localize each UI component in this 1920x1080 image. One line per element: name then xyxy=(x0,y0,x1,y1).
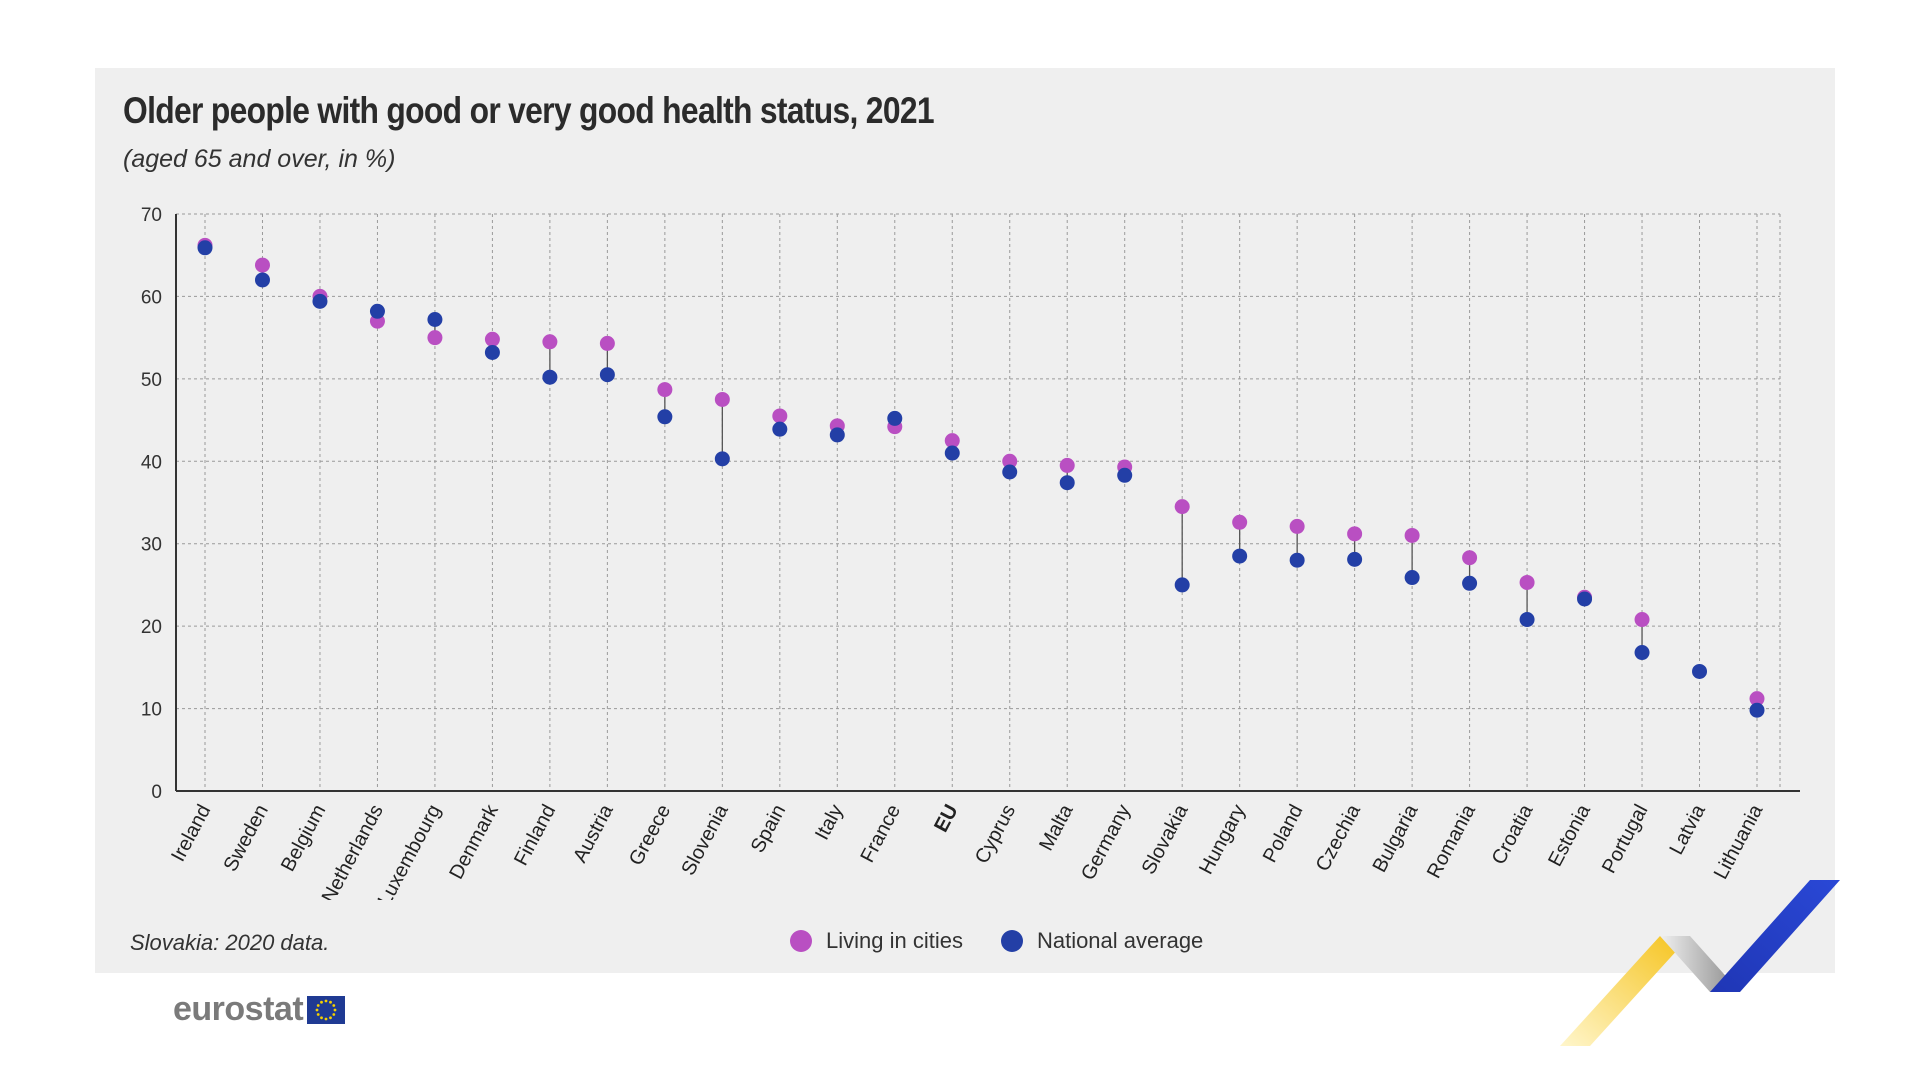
y-tick-label: 40 xyxy=(141,452,162,473)
x-category-label: Sweden xyxy=(220,801,273,875)
y-tick-label: 20 xyxy=(141,617,162,638)
point-living-in-cities xyxy=(1289,518,1305,534)
point-national-average xyxy=(1174,577,1190,593)
legend-label-cities: Living in cities xyxy=(826,928,963,953)
x-category-label: Hungary xyxy=(1195,801,1250,878)
point-national-average xyxy=(1404,570,1420,586)
eu-flag-icon xyxy=(307,995,346,1024)
point-living-in-cities xyxy=(1059,457,1075,473)
legend-item-cities: Living in cities xyxy=(790,928,963,954)
x-category-label: Italy xyxy=(811,801,848,844)
point-living-in-cities xyxy=(1347,526,1363,542)
point-national-average xyxy=(1347,551,1363,567)
point-national-average xyxy=(1577,591,1593,607)
point-national-average xyxy=(484,344,500,360)
point-living-in-cities xyxy=(1174,499,1190,515)
x-category-label: Slovakia xyxy=(1138,800,1193,878)
point-living-in-cities xyxy=(254,257,270,273)
footnote: Slovakia: 2020 data. xyxy=(130,930,330,955)
legend: Living in cities National average xyxy=(790,928,1241,954)
legend-label-national: National average xyxy=(1036,928,1204,953)
point-national-average xyxy=(197,240,213,256)
legend-item-national: National average xyxy=(1000,928,1204,954)
y-tick-label: 10 xyxy=(141,700,162,721)
x-category-label: Malta xyxy=(1035,800,1078,854)
point-national-average xyxy=(254,272,270,288)
point-national-average xyxy=(1519,612,1535,628)
chart-title: Older people with good or very good heal… xyxy=(123,90,935,131)
point-living-in-cities xyxy=(542,334,558,350)
dot-plot: 0 10 20 30 40 50 60 70 Ireland Sweden BelgiumNethe… xyxy=(141,205,1800,900)
point-living-in-cities xyxy=(714,391,730,407)
x-category-label: Slovenia xyxy=(677,800,733,879)
point-national-average xyxy=(312,293,328,309)
point-national-average xyxy=(829,427,845,443)
y-tick-label: 70 xyxy=(141,205,162,226)
point-national-average xyxy=(542,369,558,385)
point-living-in-cities xyxy=(657,382,673,398)
x-category-label: Bulgaria xyxy=(1369,800,1423,876)
point-national-average xyxy=(1692,663,1708,679)
y-tick-label: 30 xyxy=(141,535,162,556)
point-national-average xyxy=(1232,548,1248,564)
point-national-average xyxy=(887,410,903,426)
point-national-average xyxy=(599,367,615,383)
point-national-average xyxy=(944,445,960,461)
point-national-average xyxy=(1117,467,1133,483)
x-category-label: Belgium xyxy=(277,801,330,875)
point-living-in-cities xyxy=(1749,691,1765,707)
x-category-label: Netherlands xyxy=(318,801,388,900)
x-category-label: Romania xyxy=(1423,800,1480,882)
point-living-in-cities xyxy=(772,408,788,424)
point-living-in-cities xyxy=(1462,550,1478,566)
point-national-average xyxy=(1002,464,1018,480)
x-category-label: Croatia xyxy=(1488,800,1538,868)
point-national-average xyxy=(1749,702,1765,718)
point-living-in-cities xyxy=(944,433,960,449)
x-category-label: Poland xyxy=(1259,801,1308,866)
legend-marker-national xyxy=(1000,930,1023,952)
eurostat-logo: eurostat xyxy=(173,990,346,1029)
x-category-label: Austria xyxy=(569,800,618,866)
chart-subtitle: (aged 65 and over, in %) xyxy=(123,145,396,173)
point-national-average xyxy=(1462,575,1478,591)
point-living-in-cities xyxy=(1404,527,1420,543)
x-category-label: Cyprus xyxy=(971,801,1020,867)
point-living-in-cities xyxy=(427,330,443,346)
x-category-label: Ireland xyxy=(167,801,215,865)
x-category-label: Portugal xyxy=(1598,801,1652,877)
point-national-average xyxy=(1634,645,1650,661)
x-category-label: France xyxy=(857,801,906,866)
y-tick-label: 50 xyxy=(141,370,162,391)
y-tick-label: 0 xyxy=(151,782,162,803)
point-national-average xyxy=(427,312,443,328)
point-living-in-cities xyxy=(1634,612,1650,628)
x-category-label: Finland xyxy=(510,801,560,869)
x-category-label: Spain xyxy=(747,801,790,856)
chart-panel xyxy=(95,68,1835,973)
point-national-average xyxy=(657,409,673,425)
y-tick-label: 60 xyxy=(141,287,162,308)
point-living-in-cities xyxy=(1519,574,1535,590)
point-living-in-cities xyxy=(1002,453,1018,469)
point-national-average xyxy=(1289,552,1305,568)
logo-text: eurostat xyxy=(173,990,304,1028)
point-living-in-cities xyxy=(1232,514,1248,530)
x-category-label: Czechia xyxy=(1312,800,1366,875)
x-category-label: Latvia xyxy=(1665,800,1710,858)
point-living-in-cities xyxy=(599,335,615,351)
x-category-label: EU xyxy=(930,801,962,836)
point-national-average xyxy=(369,303,385,319)
x-category-label: Denmark xyxy=(445,800,503,883)
x-category-label: Germany xyxy=(1077,801,1135,884)
legend-marker-cities xyxy=(790,930,812,952)
point-living-in-cities xyxy=(484,331,500,347)
x-category-label: Greece xyxy=(625,801,675,869)
point-national-average xyxy=(772,421,788,437)
point-national-average xyxy=(714,451,730,467)
point-national-average xyxy=(1059,475,1075,491)
x-category-label: Estonia xyxy=(1544,800,1595,870)
decorative-ribbon xyxy=(1560,880,1840,1046)
